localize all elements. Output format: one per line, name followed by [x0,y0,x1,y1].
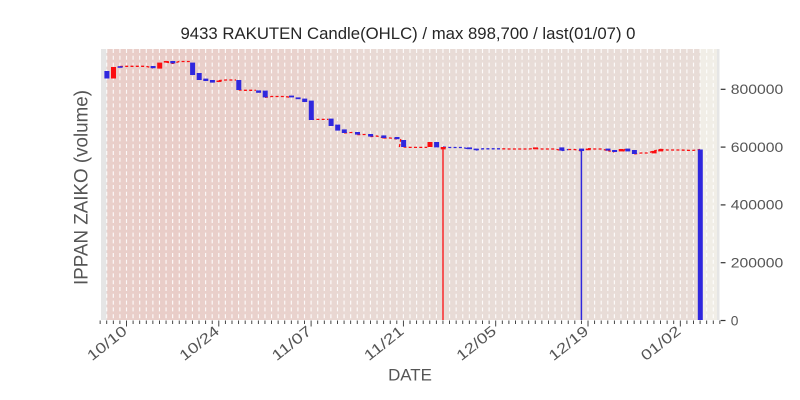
svg-text:800000: 800000 [731,82,784,97]
svg-text:DATE: DATE [388,366,432,385]
svg-text:9433 RAKUTEN Candle(OHLC) / ma: 9433 RAKUTEN Candle(OHLC) / max 898,700 … [181,24,636,43]
svg-text:IPPAN ZAIKO (volume): IPPAN ZAIKO (volume) [72,90,93,285]
svg-text:0: 0 [731,313,739,328]
svg-text:400000: 400000 [731,198,784,213]
svg-text:600000: 600000 [731,140,784,155]
svg-text:200000: 200000 [731,256,784,271]
